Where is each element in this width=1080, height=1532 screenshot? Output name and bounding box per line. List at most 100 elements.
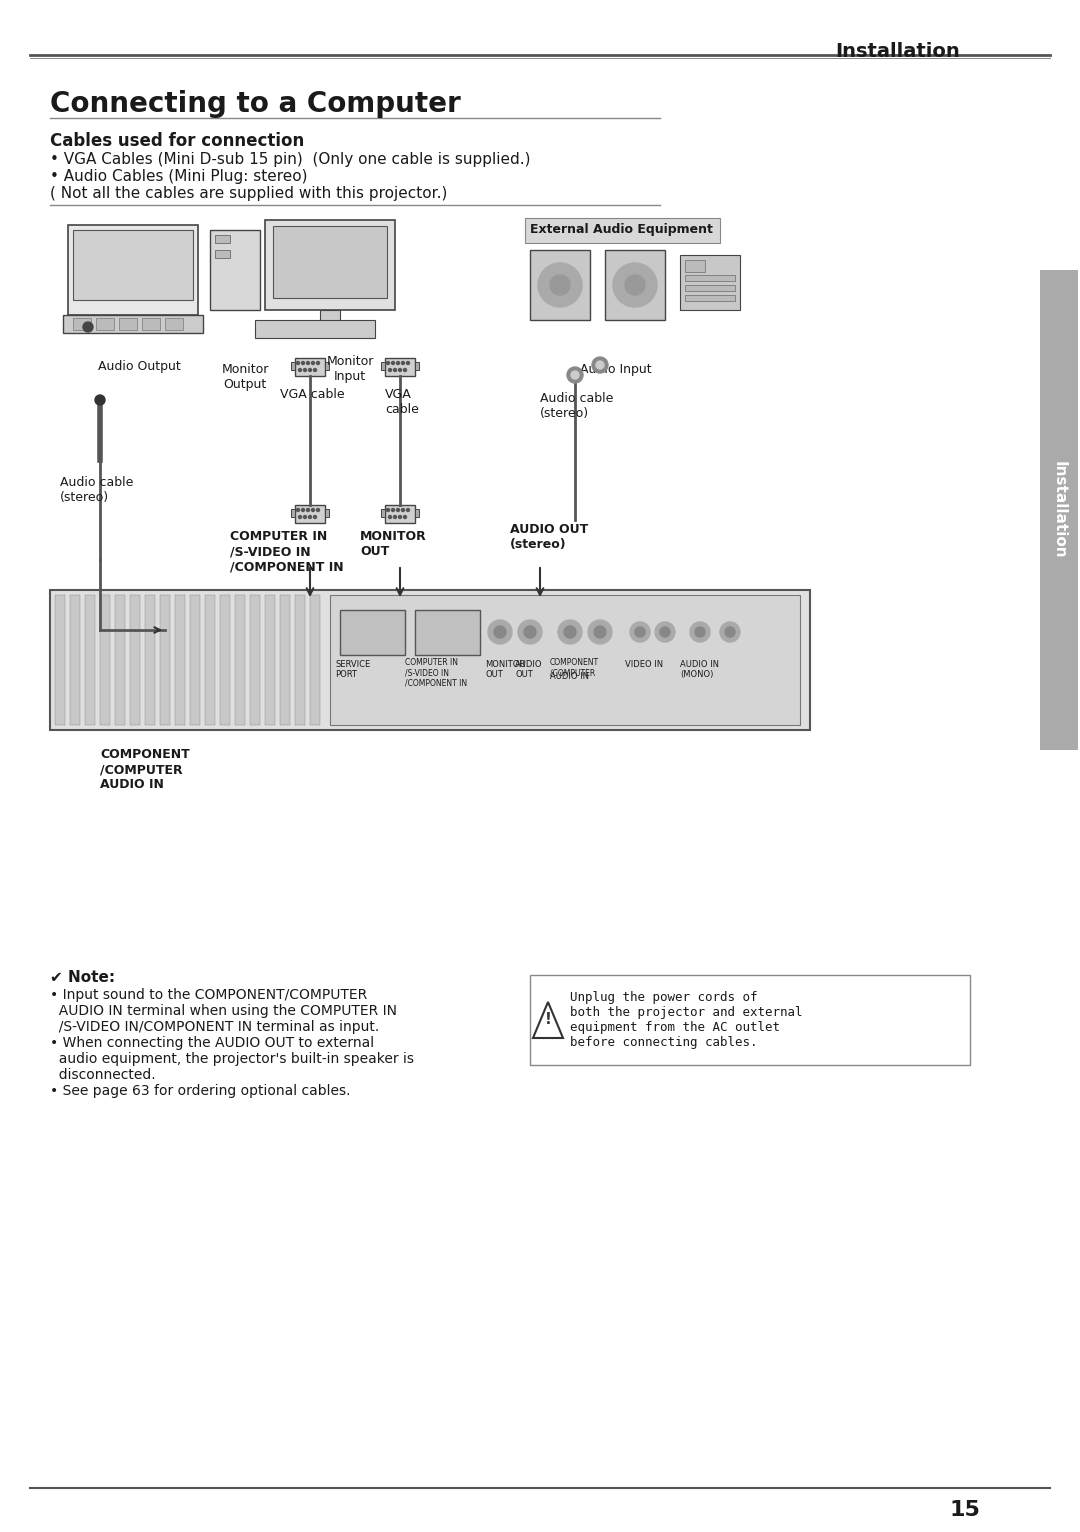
Bar [249, 594, 260, 725]
Bar [50, 590, 810, 731]
Circle shape [316, 362, 320, 365]
Bar [685, 296, 735, 300]
Bar [295, 506, 325, 522]
Circle shape [404, 515, 406, 518]
Circle shape [567, 368, 583, 383]
Text: MONITOR
OUT: MONITOR OUT [485, 660, 525, 679]
Circle shape [316, 509, 320, 512]
Bar [295, 594, 305, 725]
Circle shape [399, 369, 402, 371]
Text: AUDIO IN: AUDIO IN [550, 673, 589, 682]
Bar [160, 594, 170, 725]
Bar [280, 594, 291, 725]
Circle shape [389, 515, 391, 518]
Circle shape [488, 620, 512, 643]
Bar [114, 594, 125, 725]
Bar [320, 309, 340, 325]
Circle shape [564, 627, 576, 637]
Circle shape [301, 362, 305, 365]
Text: • See page 63 for ordering optional cables.: • See page 63 for ordering optional cabl… [50, 1085, 351, 1098]
Bar [63, 316, 203, 332]
Text: COMPONENT
/COMPUTER
AUDIO IN: COMPONENT /COMPUTER AUDIO IN [100, 748, 190, 791]
Bar [384, 506, 415, 522]
Circle shape [725, 627, 735, 637]
Circle shape [389, 369, 391, 371]
Text: • Audio Cables (Mini Plug: stereo): • Audio Cables (Mini Plug: stereo) [50, 169, 308, 184]
Bar [68, 225, 198, 316]
Bar [175, 594, 185, 725]
Bar [265, 594, 275, 725]
Bar [210, 230, 260, 309]
Bar [384, 358, 415, 375]
Circle shape [311, 362, 314, 365]
Circle shape [613, 264, 657, 306]
Bar [310, 594, 320, 725]
Circle shape [571, 371, 579, 378]
Bar [85, 594, 95, 725]
Bar [325, 509, 329, 516]
Circle shape [396, 362, 400, 365]
Text: Audio Input: Audio Input [580, 363, 651, 375]
Text: SERVICE
PORT: SERVICE PORT [335, 660, 370, 679]
Text: audio equipment, the projector's built-in speaker is: audio equipment, the projector's built-i… [50, 1052, 414, 1066]
Text: Connecting to a Computer: Connecting to a Computer [50, 90, 461, 118]
Bar [530, 250, 590, 320]
Bar [340, 610, 405, 656]
Circle shape [588, 620, 612, 643]
Text: COMPUTER IN
/S-VIDEO IN
/COMPONENT IN: COMPUTER IN /S-VIDEO IN /COMPONENT IN [405, 659, 468, 688]
Text: • When connecting the AUDIO OUT to external: • When connecting the AUDIO OUT to exter… [50, 1036, 374, 1049]
Circle shape [396, 509, 400, 512]
Bar [530, 974, 970, 1065]
Bar [525, 218, 720, 244]
Polygon shape [534, 1002, 563, 1039]
Circle shape [630, 622, 650, 642]
Circle shape [399, 515, 402, 518]
Circle shape [301, 509, 305, 512]
Circle shape [303, 369, 307, 371]
Circle shape [298, 515, 301, 518]
Text: disconnected.: disconnected. [50, 1068, 156, 1082]
Bar [605, 250, 665, 320]
Bar [291, 509, 295, 516]
Circle shape [558, 620, 582, 643]
Circle shape [83, 322, 93, 332]
Circle shape [592, 357, 608, 372]
Text: Installation: Installation [1052, 461, 1067, 559]
Bar [73, 230, 193, 300]
Bar [291, 362, 295, 371]
Circle shape [95, 395, 105, 404]
Circle shape [297, 362, 299, 365]
Bar [73, 319, 91, 329]
Circle shape [402, 509, 405, 512]
Bar [330, 594, 800, 725]
Bar [685, 276, 735, 280]
Circle shape [524, 627, 536, 637]
Bar [55, 594, 65, 725]
Bar [325, 362, 329, 371]
Bar [130, 594, 140, 725]
Text: 15: 15 [949, 1500, 980, 1520]
Circle shape [690, 622, 710, 642]
Bar [255, 320, 375, 339]
Circle shape [660, 627, 670, 637]
Bar [145, 594, 156, 725]
Text: ✔ Note:: ✔ Note: [50, 970, 116, 985]
Bar [100, 594, 110, 725]
Circle shape [402, 362, 405, 365]
Text: /S-VIDEO IN/COMPONENT IN terminal as input.: /S-VIDEO IN/COMPONENT IN terminal as inp… [50, 1020, 379, 1034]
Text: COMPONENT
/COMPUTER: COMPONENT /COMPUTER [550, 659, 599, 677]
Bar [265, 221, 395, 309]
Bar [381, 362, 384, 371]
Text: Monitor
Input: Monitor Input [326, 355, 374, 383]
Circle shape [309, 369, 311, 371]
Text: AUDIO IN
(MONO): AUDIO IN (MONO) [680, 660, 719, 679]
Bar [165, 319, 183, 329]
Text: Unplug the power cords of
both the projector and external
equipment from the AC : Unplug the power cords of both the proje… [570, 991, 802, 1049]
Circle shape [696, 627, 705, 637]
Circle shape [594, 627, 606, 637]
Text: • VGA Cables (Mini D-sub 15 pin)  (Only one cable is supplied.): • VGA Cables (Mini D-sub 15 pin) (Only o… [50, 152, 530, 167]
Circle shape [311, 509, 314, 512]
Circle shape [406, 509, 409, 512]
Circle shape [404, 369, 406, 371]
Bar [96, 319, 114, 329]
